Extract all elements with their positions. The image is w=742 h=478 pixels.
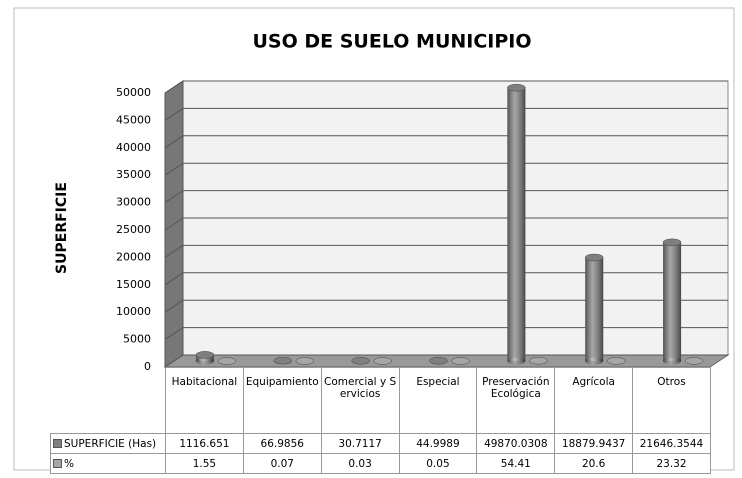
data-label: 49870.0308 [476,433,556,454]
bar-shade [507,87,526,362]
grid-line [164,107,728,121]
y-tick-label: 10000 [116,305,151,318]
grid-line [164,190,728,204]
grid-line [164,244,728,258]
bar-top [451,357,470,365]
legend-key [53,439,62,448]
data-label: 0.03 [320,453,400,474]
data-label: 44.9989 [398,433,478,454]
data-label: 21646.3544 [632,433,711,454]
grid-line [164,162,728,176]
y-tick-label: 25000 [116,223,151,236]
bar [529,356,548,365]
bar-base-shade [195,357,214,365]
data-label: 66.9856 [242,433,322,454]
legend-entry: SUPERFICIE (Has) [50,433,166,454]
bar [351,357,370,365]
bar [273,356,293,365]
data-table: Habitacional Equipamiento Comercial y Serv… [50,367,711,474]
grid-line [164,354,728,368]
data-label: 1.55 [165,453,244,474]
bar-top [662,238,682,247]
data-label: 54.41 [476,453,556,474]
bar-base-shade [507,357,526,365]
bar-top [584,253,604,262]
bar [584,253,604,365]
bar-base-shade [663,357,682,365]
bar-shade [663,242,682,361]
bar-top [195,351,215,359]
bar [195,351,215,365]
legend-label: % [64,457,74,470]
header-row: Habitacional Equipamiento Comercial y Serv… [51,367,711,434]
bar-top [295,357,315,365]
bar-top [351,357,370,365]
legend-entry: % [50,453,166,474]
bar [295,357,315,365]
legend-key [53,459,62,468]
bar-top [217,357,237,365]
bar-top [429,357,448,365]
bar-top [373,357,392,365]
y-axis-title: SUPERFICIE [54,182,70,274]
data-label: 18879.9437 [554,433,634,454]
x-tick-label: Equipamiento [242,367,322,434]
grid-line [164,135,728,149]
y-tick-label: 40000 [116,141,151,154]
data-label: 23.32 [632,453,711,474]
bar [373,357,392,365]
bar-top [507,83,526,92]
data-label: 1116.651 [165,433,244,454]
data-label: 0.07 [242,453,322,474]
chart-title: USO DE SUELO MUNICIPIO [253,31,532,53]
y-tick-label: 35000 [116,168,151,181]
grid-line [164,217,728,231]
bar-shade [585,257,604,361]
y-tick-label: 15000 [116,278,151,291]
bar [507,83,526,365]
bar [217,357,237,365]
bar [684,357,704,365]
legend-label: SUPERFICIE (Has) [64,437,157,450]
x-tick-label: Otros [632,367,711,434]
bar [662,238,682,365]
y-tick-label: 20000 [116,250,151,263]
series-row: % 1.55 0.07 0.03 0.05 54.41 20.6 23.32 [50,453,711,474]
blank-cell [51,368,166,434]
y-tick-label: 0 [144,360,151,373]
y-tick-label: 30000 [116,196,151,209]
grid-line [164,80,728,94]
bar-top [606,357,626,365]
grid-line [164,299,728,313]
data-label: 30.7117 [320,433,400,454]
bar [429,357,448,365]
data-label: 0.05 [398,453,478,474]
bar-top [529,356,548,365]
x-tick-label: Especial [398,367,478,434]
y-tick-label: 50000 [116,86,151,99]
x-tick-label: Comercial y Servicios [320,367,400,434]
bar-top [273,356,293,365]
grid-line [164,272,728,286]
bar-base-shade [585,357,604,365]
series-row: SUPERFICIE (Has) 1116.651 66.9856 30.7117 44… [50,433,711,454]
y-tick-label: 5000 [123,333,151,346]
y-tick-label: 45000 [116,113,151,126]
grid-line [164,327,728,341]
data-label: 20.6 [554,453,634,474]
x-tick-label: Agrícola [554,367,634,434]
bar [606,357,626,365]
bar-top [684,357,704,365]
x-tick-label: Habitacional [165,367,244,434]
x-tick-label: Preservación Ecológica [476,367,556,434]
bar [451,357,470,365]
